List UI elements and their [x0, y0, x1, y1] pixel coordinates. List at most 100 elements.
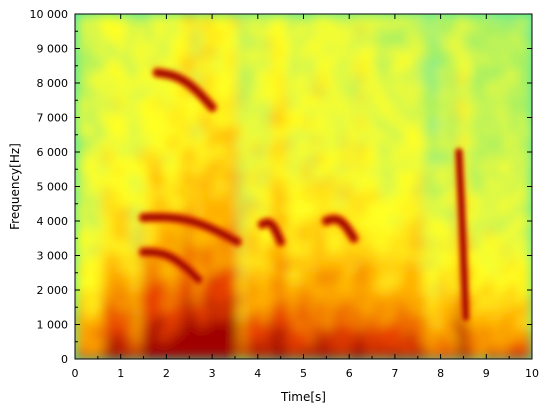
spectrogram-cell [507, 211, 513, 218]
spectrogram-cell [517, 334, 523, 342]
spectrogram-cell [487, 204, 493, 212]
spectrogram-cell [164, 198, 170, 206]
spectrogram-cell [258, 198, 265, 206]
spectrogram-cell [447, 26, 454, 34]
spectrogram-cell [278, 180, 285, 188]
spectrogram-cell [343, 14, 349, 21]
spectrogram-cell [204, 32, 210, 40]
spectrogram-cell [99, 204, 106, 212]
spectrogram-cell [228, 192, 235, 200]
spectrogram-cell [164, 143, 170, 151]
spectrogram-cell [482, 266, 488, 274]
spectrogram-cell [472, 26, 478, 34]
spectrogram-cell [258, 241, 265, 249]
spectrogram-cell [323, 235, 329, 243]
spectrogram-cell [358, 155, 364, 163]
spectrogram-cell [199, 75, 205, 83]
spectrogram-cell [79, 204, 86, 212]
spectrogram-cell [492, 161, 498, 169]
spectrogram-cell [288, 106, 295, 114]
spectrogram-cell [119, 106, 126, 114]
spectrogram-cell [303, 198, 310, 206]
spectrogram-cell [333, 32, 339, 40]
spectrogram-cell [119, 266, 126, 274]
spectrogram-cell [477, 112, 483, 120]
spectrogram-cell [199, 303, 205, 311]
spectrogram-cell [358, 26, 364, 34]
spectrogram-cell [293, 63, 300, 71]
spectrogram-cell [502, 186, 508, 194]
spectrogram-cell [119, 149, 126, 157]
spectrogram-cell [134, 44, 141, 52]
spectrogram-cell [507, 328, 513, 335]
spectrogram-cell [273, 266, 280, 274]
spectrogram-cell [164, 50, 170, 58]
spectrogram-cell [333, 223, 339, 231]
spectrogram-cell [228, 106, 235, 114]
spectrogram-cell [402, 235, 409, 243]
spectrogram-cell [343, 291, 349, 298]
spectrogram-cell [139, 340, 146, 348]
spectrogram-cell [104, 229, 111, 237]
spectrogram-cell [417, 254, 424, 262]
spectrogram-cell [273, 352, 280, 359]
spectrogram-cell [238, 94, 245, 101]
spectrogram-cell [397, 235, 404, 243]
spectrogram-cell [378, 198, 384, 206]
spectrogram-cell [288, 44, 295, 52]
spectrogram-cell [75, 75, 81, 83]
spectrogram-cell [348, 32, 354, 40]
spectrogram-cell [258, 38, 265, 46]
spectrogram-cell [189, 180, 195, 188]
spectrogram-cell [353, 180, 359, 188]
spectrogram-cell [243, 174, 250, 181]
spectrogram-cell [328, 186, 334, 194]
spectrogram-cell [507, 168, 513, 175]
spectrogram-cell [368, 223, 374, 231]
spectrogram-cell [139, 112, 146, 120]
spectrogram-cell [382, 254, 389, 262]
spectrogram-cell [89, 143, 96, 151]
spectrogram-cell [228, 32, 235, 40]
spectrogram-cell [94, 26, 101, 34]
spectrogram-cell [412, 346, 419, 354]
spectrogram-cell [144, 155, 151, 163]
spectrogram-cell [278, 217, 285, 225]
spectrogram-cell [124, 137, 131, 144]
spectrogram-cell [363, 248, 369, 255]
spectrogram-cell [447, 81, 454, 89]
spectrogram-cell [84, 198, 91, 206]
spectrogram-cell [114, 57, 121, 64]
spectrogram-cell [134, 14, 141, 21]
spectrogram-cell [338, 149, 344, 157]
spectrogram-cell [358, 254, 364, 262]
spectrogram-cell [328, 81, 334, 89]
spectrogram-cell [94, 198, 101, 206]
spectrogram-cell [273, 106, 280, 114]
spectrogram-cell [114, 235, 121, 243]
spectrogram-cell [75, 118, 81, 126]
spectrogram-cell [258, 69, 265, 77]
spectrogram-cell [248, 272, 255, 280]
spectrogram-cell [447, 63, 454, 71]
spectrogram-cell [363, 217, 369, 225]
spectrogram-cell [293, 57, 300, 64]
spectrogram-cell [402, 143, 409, 151]
spectrogram-cell [343, 131, 349, 138]
spectrogram-cell [214, 346, 220, 354]
spectrogram-cell [437, 272, 444, 280]
spectrogram-cell [507, 192, 513, 200]
spectrogram-cell [378, 63, 384, 71]
spectrogram-cell [477, 297, 483, 305]
spectrogram-cell [318, 322, 324, 329]
spectrogram-cell [134, 291, 141, 298]
spectrogram-cell [94, 260, 101, 268]
spectrogram-cell [119, 204, 126, 212]
spectrogram-cell [258, 168, 265, 175]
spectrogram-cell [238, 106, 245, 114]
spectrogram-cell [298, 94, 305, 101]
spectrogram-cell [457, 124, 464, 132]
spectrogram-cell [437, 131, 444, 138]
spectrogram-cell [204, 241, 210, 249]
spectrogram-cell [114, 143, 121, 151]
